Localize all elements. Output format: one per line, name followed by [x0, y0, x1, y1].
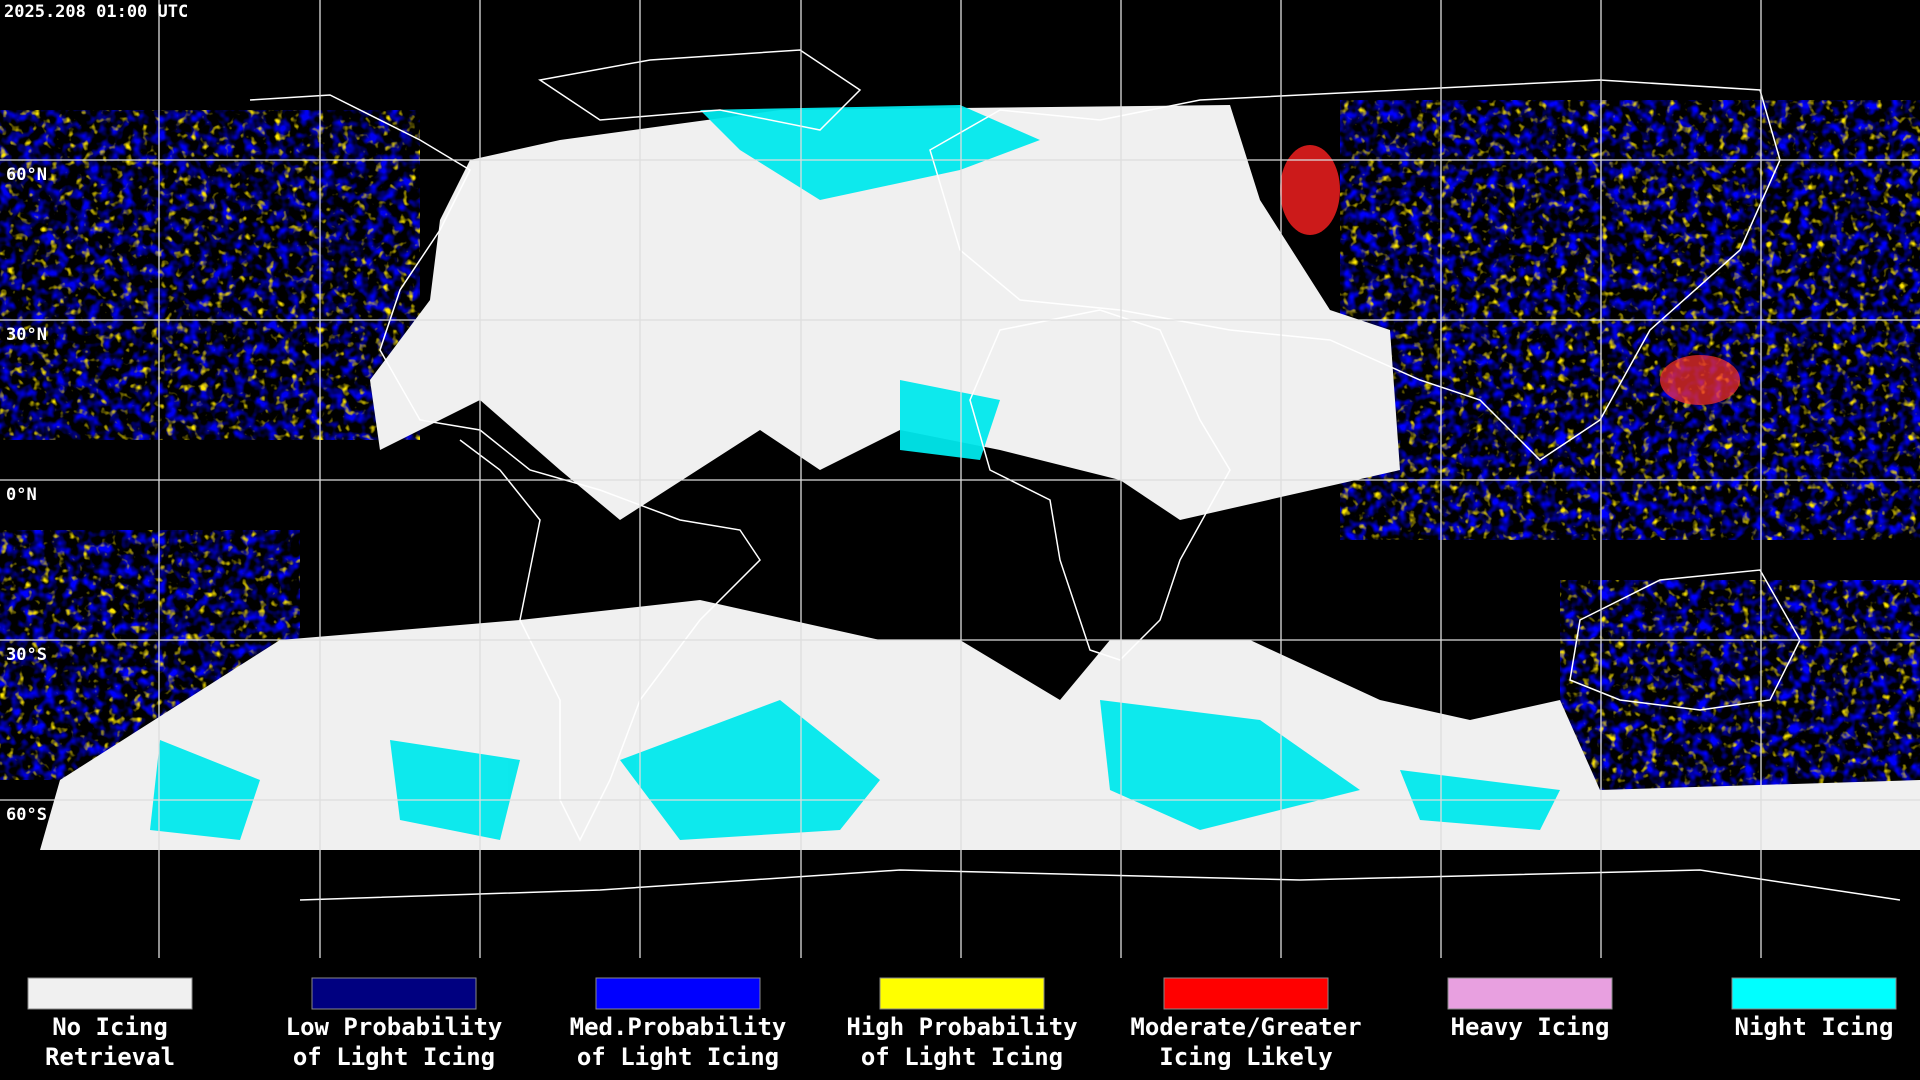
- night-icing-areas: [150, 105, 1560, 840]
- latitude-label: 30°N: [6, 325, 47, 345]
- legend-swatch: [27, 977, 193, 1010]
- legend-label: Night Icing: [1735, 1013, 1894, 1041]
- legend-label: Icing Likely: [1159, 1043, 1332, 1071]
- legend-swatch: [1731, 977, 1897, 1010]
- legend-label: of Light Icing: [861, 1043, 1063, 1071]
- timestamp: 2025.208 01:00 UTC: [4, 2, 188, 22]
- legend-swatch: [879, 977, 1045, 1010]
- legend-label: Low Probability: [286, 1013, 503, 1041]
- legend-swatch: [311, 977, 477, 1010]
- graticule: [0, 0, 1920, 958]
- legend-label: Retrieval: [45, 1043, 175, 1071]
- legend-label: of Light Icing: [577, 1043, 779, 1071]
- legend-label: Heavy Icing: [1451, 1013, 1610, 1041]
- legend-label: Moderate/Greater: [1130, 1013, 1361, 1041]
- legend-swatch: [1163, 977, 1329, 1010]
- legend-swatch: [595, 977, 761, 1010]
- latitude-label: 60°N: [6, 165, 47, 185]
- latitude-labels: 60°N 30°N 0°N 30°S 60°S: [6, 165, 47, 825]
- latitude-label: 60°S: [6, 805, 47, 825]
- legend-label: Med.Probability: [570, 1013, 787, 1041]
- legend-label: No Icing: [52, 1013, 168, 1041]
- latitude-label: 0°N: [6, 485, 37, 505]
- legend-label: High Probability: [846, 1013, 1077, 1041]
- legend-swatch: [1447, 977, 1613, 1010]
- latitude-label: 30°S: [6, 645, 47, 665]
- legend-label: of Light Icing: [293, 1043, 495, 1071]
